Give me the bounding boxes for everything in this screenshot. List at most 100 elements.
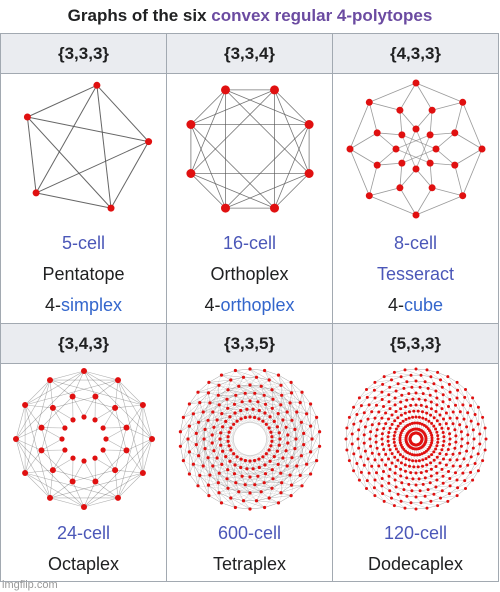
caption-link[interactable]: convex regular 4-polytopes xyxy=(211,6,433,25)
graph-vertex xyxy=(455,494,459,498)
polytope-name-link[interactable]: 5-cell xyxy=(61,233,105,253)
graph-vertex xyxy=(275,425,279,429)
graph-vertex xyxy=(351,469,355,473)
graph-edge xyxy=(271,389,281,405)
graph-edge xyxy=(213,427,235,474)
graph-vertex xyxy=(419,403,423,407)
graph-edge xyxy=(421,466,431,470)
graph-vertex xyxy=(194,443,198,447)
graph-edge xyxy=(195,444,250,494)
graph-edge xyxy=(227,465,297,489)
graph-edge xyxy=(280,404,287,467)
graph-edge xyxy=(368,472,375,481)
graph-vertex xyxy=(393,403,397,407)
tesseract-graph[interactable] xyxy=(336,74,496,224)
graph-vertex xyxy=(421,392,425,396)
graph-edge xyxy=(94,396,127,428)
graph-vertex xyxy=(269,439,273,443)
polytope-alt-name: Orthoplex xyxy=(210,264,289,284)
graph-edge xyxy=(234,370,244,378)
graph-vertex xyxy=(263,402,267,406)
graph-vertex xyxy=(268,444,272,448)
pentatope-graph[interactable] xyxy=(4,74,164,224)
graph-edge xyxy=(456,397,460,412)
polytope-cell-600cell: 600-cell Tetraplex xyxy=(166,363,333,582)
graph-edge xyxy=(208,495,222,504)
600cell-graph[interactable] xyxy=(170,364,330,514)
graph-vertex xyxy=(233,505,237,510)
graph-vertex xyxy=(417,459,421,463)
polytope-name-link[interactable]: 16-cell xyxy=(222,233,277,253)
graph-edge xyxy=(420,502,438,506)
graph-vertex xyxy=(215,456,219,460)
graph-vertex xyxy=(398,400,402,404)
polytope-name-link[interactable]: 24-cell xyxy=(56,523,111,543)
graph-edge xyxy=(356,463,360,481)
graph-edge xyxy=(190,124,275,209)
graph-vertex xyxy=(483,426,487,430)
graph-vertex xyxy=(100,425,106,431)
polytope-name-link[interactable]: 600-cell xyxy=(217,523,282,543)
graph-edge xyxy=(190,124,226,209)
graph-edge xyxy=(212,465,273,479)
24cell-graph[interactable] xyxy=(4,364,164,514)
graph-edge xyxy=(433,490,442,495)
graph-edge xyxy=(280,385,282,396)
family-link[interactable]: orthoplex xyxy=(220,295,295,315)
graph-vertex xyxy=(365,192,373,200)
graph-edge xyxy=(188,425,196,434)
graph-vertex xyxy=(430,436,433,440)
polytope-name-link[interactable]: 120-cell xyxy=(383,523,448,543)
graph-edge xyxy=(415,128,430,164)
graph-vertex xyxy=(420,452,424,456)
graph-vertex xyxy=(445,375,449,379)
polytope-name-link[interactable]: 8-cell xyxy=(393,233,437,253)
graph-vertex xyxy=(366,457,369,461)
graph-vertex xyxy=(380,398,384,401)
graph-edge xyxy=(358,389,367,399)
graph-edge xyxy=(301,392,307,414)
graph-vertex xyxy=(377,422,380,426)
graph-vertex xyxy=(418,489,422,493)
graph-edge xyxy=(348,460,354,471)
family-link[interactable]: cube xyxy=(403,295,444,315)
graph-edge xyxy=(240,467,250,478)
orthoplex-graph[interactable] xyxy=(170,74,330,224)
family-link[interactable]: simplex xyxy=(61,295,123,315)
polytope-alt-name-link[interactable]: Tesseract xyxy=(376,264,455,284)
graph-vertex xyxy=(227,430,231,434)
graph-edge xyxy=(406,496,416,498)
graph-edge xyxy=(230,418,259,429)
graph-vertex xyxy=(404,457,407,461)
graph-edge xyxy=(374,376,384,383)
graph-vertex xyxy=(426,455,430,459)
graph-edge xyxy=(280,465,287,474)
graph-edge xyxy=(83,460,96,482)
graph-vertex xyxy=(252,415,256,420)
graph-edge xyxy=(472,438,474,449)
graph-edge xyxy=(260,379,269,387)
graph-vertex xyxy=(254,375,258,379)
graph-vertex xyxy=(382,375,386,379)
graph-edge xyxy=(15,379,50,440)
graph-vertex xyxy=(412,79,419,87)
graph-vertex xyxy=(437,422,441,426)
graph-edge xyxy=(230,427,237,457)
graph-vertex xyxy=(364,388,368,391)
graph-vertex xyxy=(362,441,366,445)
graph-edge xyxy=(230,491,239,499)
graph-vertex xyxy=(433,389,437,393)
graph-vertex xyxy=(259,384,263,388)
120cell-graph[interactable] xyxy=(336,364,496,514)
graph-vertex xyxy=(304,120,314,129)
graph-vertex xyxy=(346,145,353,153)
graph-edge xyxy=(381,478,390,491)
graph-vertex xyxy=(211,449,215,453)
graph-vertex xyxy=(387,400,390,404)
graph-vertex xyxy=(46,377,53,384)
graph-vertex xyxy=(373,416,376,420)
graph-edge xyxy=(209,474,282,483)
graph-vertex xyxy=(414,495,417,499)
graph-vertex xyxy=(429,474,433,478)
graph-edge xyxy=(197,411,203,423)
